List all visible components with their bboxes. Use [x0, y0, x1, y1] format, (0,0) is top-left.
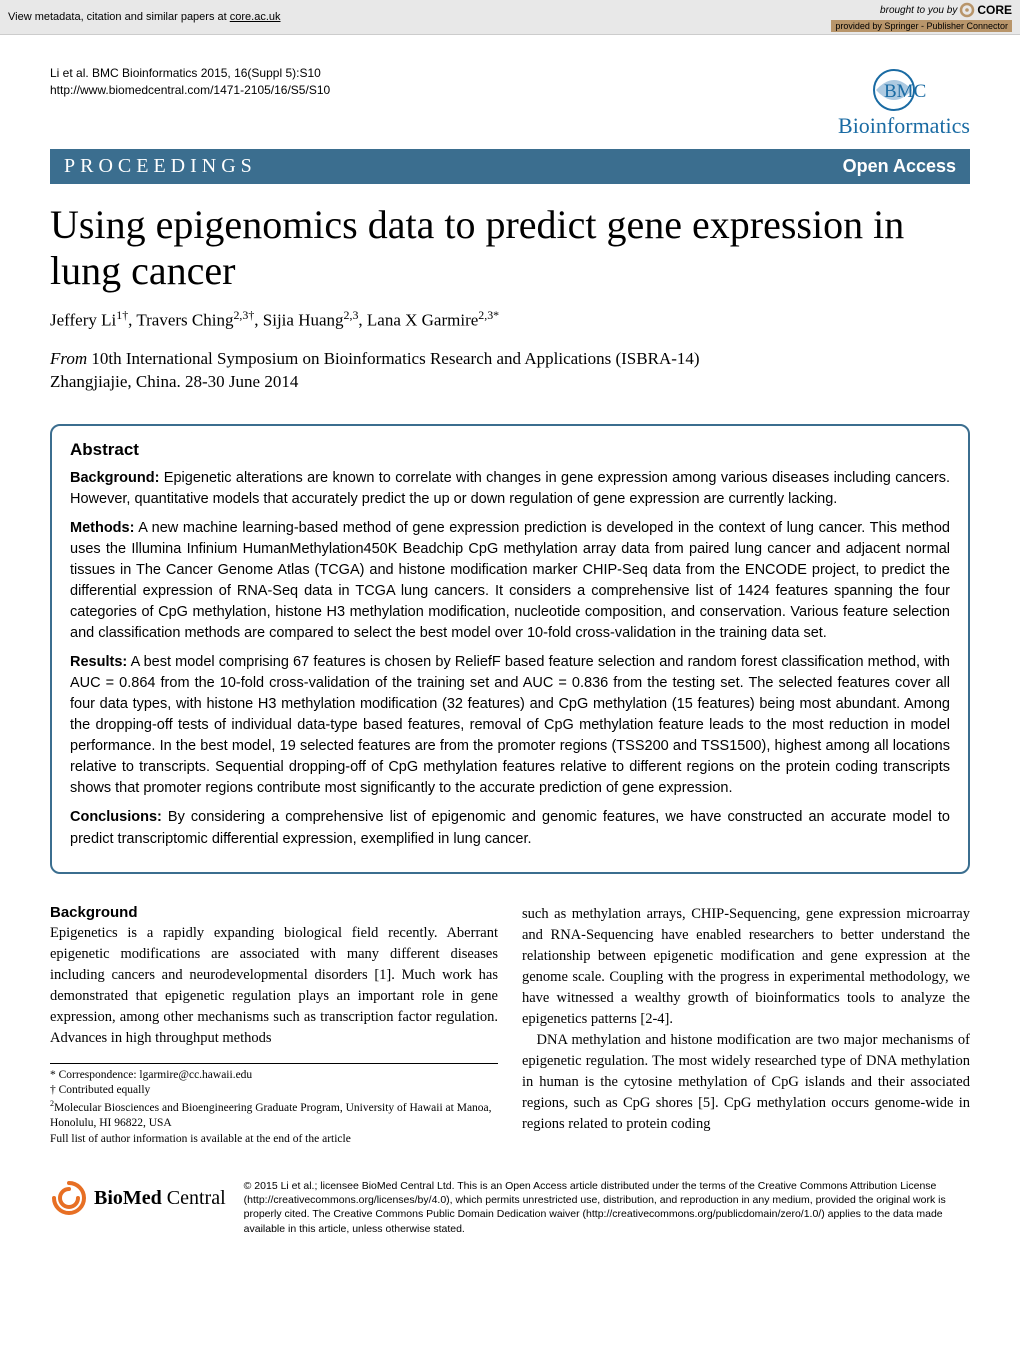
article-title: Using epigenomics data to predict gene e…	[50, 202, 970, 294]
copyright-row: BioMed Central © 2015 Li et al.; license…	[50, 1171, 970, 1236]
core-metadata-bar: View metadata, citation and similar pape…	[0, 0, 1020, 35]
core-right-block: brought to you by CORE provided by Sprin…	[831, 2, 1012, 32]
citation-url[interactable]: http://www.biomedcentral.com/1471-2105/1…	[50, 82, 330, 99]
left-column: Background Epigenetics is a rapidly expa…	[50, 904, 498, 1148]
biomed-central-logo: BioMed Central	[50, 1179, 226, 1217]
core-provided-by: provided by Springer - Publisher Connect…	[831, 20, 1012, 32]
background-text-col2-p1: such as methylation arrays, CHIP-Sequenc…	[522, 904, 970, 1030]
bmc-journal-icon: BMC	[864, 65, 944, 115]
copyright-text: © 2015 Li et al.; licensee BioMed Centra…	[244, 1179, 970, 1236]
core-link[interactable]: core.ac.uk	[230, 11, 281, 23]
bmc-wordmark: BioMed Central	[94, 1187, 226, 1210]
abstract-paragraph: Results: A best model comprising 67 feat…	[70, 652, 950, 799]
banner-left: PROCEEDINGS	[64, 155, 257, 178]
proceedings-banner: PROCEEDINGS Open Access	[50, 149, 970, 184]
body-columns: Background Epigenetics is a rapidly expa…	[50, 904, 970, 1148]
citation-block: Li et al. BMC Bioinformatics 2015, 16(Su…	[50, 65, 330, 99]
journal-logo: BMC Bioinformatics	[838, 65, 970, 139]
contributed-equally: † Contributed equally	[50, 1083, 498, 1099]
from-label: From	[50, 349, 87, 368]
conference-location: Zhangjiajie, China. 28-30 June 2014	[50, 372, 298, 391]
correspondence-line: * Correspondence: lgarmire@cc.hawaii.edu	[50, 1068, 498, 1084]
footnotes-block: * Correspondence: lgarmire@cc.hawaii.edu…	[50, 1063, 498, 1147]
abstract-heading: Abstract	[70, 440, 950, 460]
right-column: such as methylation arrays, CHIP-Sequenc…	[522, 904, 970, 1148]
core-prefix: View metadata, citation and similar pape…	[8, 11, 230, 23]
background-text-col2-p2: DNA methylation and histone modification…	[522, 1030, 970, 1135]
conference-from-block: From 10th International Symposium on Bio…	[50, 347, 970, 395]
background-heading: Background	[50, 904, 498, 921]
header-row: Li et al. BMC Bioinformatics 2015, 16(Su…	[50, 65, 970, 139]
abstract-paragraph: Background: Epigenetic alterations are k…	[70, 468, 950, 510]
affiliation-2: 2Molecular Biosciences and Bioengineerin…	[50, 1099, 498, 1132]
banner-right: Open Access	[843, 156, 956, 177]
correspondence-email[interactable]: lgarmire@cc.hawaii.edu	[139, 1069, 252, 1081]
background-text-col1: Epigenetics is a rapidly expanding biolo…	[50, 923, 498, 1049]
conference-name: 10th International Symposium on Bioinfor…	[91, 349, 699, 368]
full-author-list-note: Full list of author information is avail…	[50, 1132, 498, 1148]
citation-line1: Li et al. BMC Bioinformatics 2015, 16(Su…	[50, 65, 330, 82]
journal-name: Bioinformatics	[838, 113, 970, 139]
abstract-paragraph: Methods: A new machine learning-based me…	[70, 518, 950, 644]
abstract-paragraph: Conclusions: By considering a comprehens…	[70, 807, 950, 849]
svg-text:BMC: BMC	[884, 81, 926, 102]
core-circle-icon	[959, 2, 975, 18]
core-logo-text: CORE	[977, 3, 1012, 17]
abstract-box: Abstract Background: Epigenetic alterati…	[50, 424, 970, 873]
bmc-swirl-icon	[50, 1179, 88, 1217]
core-left-text[interactable]: View metadata, citation and similar pape…	[8, 11, 281, 23]
page-content: Li et al. BMC Bioinformatics 2015, 16(Su…	[0, 35, 1020, 1266]
authors-line: Jeffery Li1†, Travers Ching2,3†, Sijia H…	[50, 308, 970, 331]
core-logo-row: brought to you by CORE	[880, 2, 1012, 18]
brought-by-text: brought to you by	[880, 5, 957, 16]
